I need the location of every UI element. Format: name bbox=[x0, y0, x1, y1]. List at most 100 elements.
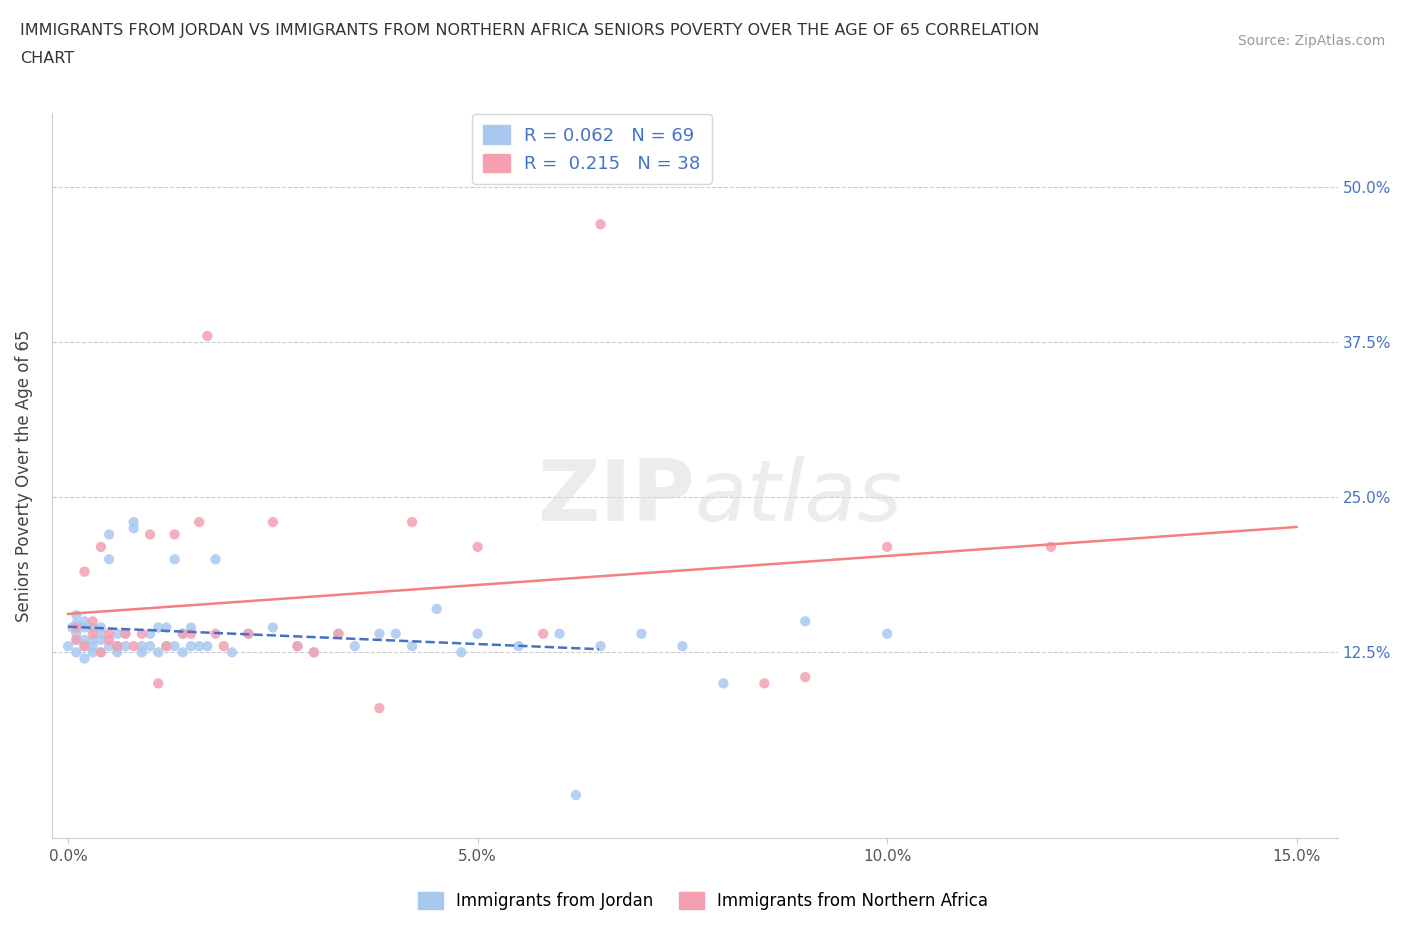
Point bbox=[90, 539, 112, 554]
Point bbox=[188, 639, 211, 654]
Point bbox=[82, 644, 104, 659]
Point bbox=[180, 639, 202, 654]
Text: atlas: atlas bbox=[695, 456, 903, 538]
Point bbox=[711, 676, 734, 691]
Point bbox=[204, 626, 226, 641]
Point bbox=[90, 626, 112, 641]
Point bbox=[114, 626, 136, 641]
Point bbox=[65, 617, 87, 631]
Point bbox=[139, 639, 162, 654]
Point bbox=[302, 644, 325, 659]
Point bbox=[105, 639, 128, 654]
Point bbox=[114, 639, 136, 654]
Point bbox=[163, 551, 186, 566]
Point bbox=[630, 626, 652, 641]
Point bbox=[65, 644, 87, 659]
Point bbox=[221, 644, 243, 659]
Point bbox=[262, 514, 284, 529]
Point bbox=[172, 644, 194, 659]
Point bbox=[754, 676, 776, 691]
Point bbox=[56, 639, 79, 654]
Point bbox=[122, 521, 145, 536]
Point bbox=[155, 620, 177, 635]
Point bbox=[238, 626, 260, 641]
Point bbox=[73, 565, 96, 579]
Point bbox=[148, 620, 170, 635]
Point bbox=[172, 626, 194, 641]
Point bbox=[114, 626, 136, 641]
Point bbox=[98, 527, 121, 542]
Point bbox=[180, 620, 202, 635]
Point bbox=[105, 644, 128, 659]
Point bbox=[368, 626, 391, 641]
Point bbox=[131, 639, 153, 654]
Point bbox=[401, 639, 423, 654]
Point bbox=[195, 328, 218, 343]
Point bbox=[450, 644, 472, 659]
Point bbox=[195, 639, 218, 654]
Point bbox=[212, 639, 235, 654]
Point bbox=[262, 620, 284, 635]
Point bbox=[287, 639, 309, 654]
Point bbox=[531, 626, 554, 641]
Point bbox=[98, 632, 121, 647]
Text: CHART: CHART bbox=[20, 51, 73, 66]
Point bbox=[65, 626, 87, 641]
Point bbox=[302, 644, 325, 659]
Point bbox=[73, 639, 96, 654]
Point bbox=[90, 620, 112, 635]
Point bbox=[368, 700, 391, 715]
Point bbox=[65, 607, 87, 622]
Point bbox=[328, 626, 350, 641]
Point bbox=[105, 626, 128, 641]
Point bbox=[82, 626, 104, 641]
Point bbox=[794, 614, 817, 629]
Y-axis label: Seniors Poverty Over the Age of 65: Seniors Poverty Over the Age of 65 bbox=[15, 329, 32, 622]
Point bbox=[426, 602, 449, 617]
Point bbox=[122, 514, 145, 529]
Point bbox=[131, 626, 153, 641]
Point bbox=[876, 626, 898, 641]
Point bbox=[131, 644, 153, 659]
Point bbox=[122, 639, 145, 654]
Point bbox=[73, 620, 96, 635]
Point bbox=[172, 626, 194, 641]
Point bbox=[155, 639, 177, 654]
Point bbox=[98, 626, 121, 641]
Point bbox=[65, 632, 87, 647]
Point bbox=[467, 539, 489, 554]
Legend: Immigrants from Jordan, Immigrants from Northern Africa: Immigrants from Jordan, Immigrants from … bbox=[412, 885, 994, 917]
Point bbox=[82, 632, 104, 647]
Text: Source: ZipAtlas.com: Source: ZipAtlas.com bbox=[1237, 34, 1385, 48]
Point bbox=[163, 527, 186, 542]
Point bbox=[105, 639, 128, 654]
Point bbox=[65, 632, 87, 647]
Point bbox=[82, 639, 104, 654]
Point bbox=[82, 620, 104, 635]
Point bbox=[204, 551, 226, 566]
Point bbox=[589, 217, 612, 232]
Point bbox=[82, 614, 104, 629]
Point bbox=[794, 670, 817, 684]
Legend: R = 0.062   N = 69, R =  0.215   N = 38: R = 0.062 N = 69, R = 0.215 N = 38 bbox=[472, 114, 711, 184]
Point bbox=[238, 626, 260, 641]
Point bbox=[188, 514, 211, 529]
Point bbox=[148, 644, 170, 659]
Text: IMMIGRANTS FROM JORDAN VS IMMIGRANTS FROM NORTHERN AFRICA SENIORS POVERTY OVER T: IMMIGRANTS FROM JORDAN VS IMMIGRANTS FRO… bbox=[20, 23, 1039, 38]
Point bbox=[148, 676, 170, 691]
Point bbox=[401, 514, 423, 529]
Point bbox=[548, 626, 571, 641]
Point bbox=[467, 626, 489, 641]
Point bbox=[139, 626, 162, 641]
Point bbox=[98, 639, 121, 654]
Point bbox=[65, 620, 87, 635]
Point bbox=[73, 632, 96, 647]
Point bbox=[73, 639, 96, 654]
Point bbox=[98, 551, 121, 566]
Point bbox=[589, 639, 612, 654]
Point bbox=[180, 626, 202, 641]
Point bbox=[1039, 539, 1062, 554]
Point bbox=[876, 539, 898, 554]
Point bbox=[287, 639, 309, 654]
Point bbox=[73, 651, 96, 666]
